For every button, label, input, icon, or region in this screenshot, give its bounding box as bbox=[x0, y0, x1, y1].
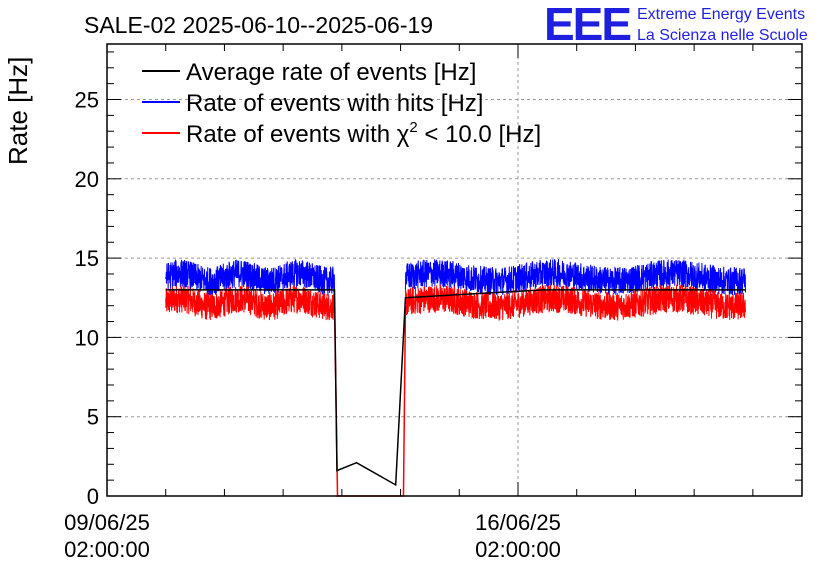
tick-labels: 051015202509/06/2502:00:0016/06/2502:00:… bbox=[64, 88, 561, 562]
eee-logo-mark: EEE bbox=[544, 0, 630, 50]
y-tick-label: 10 bbox=[75, 325, 99, 350]
chart-title: SALE-02 2025-06-10--2025-06-19 bbox=[84, 12, 433, 38]
grid-lines bbox=[107, 44, 802, 496]
y-tick-label: 0 bbox=[87, 484, 99, 509]
x-tick-label-time: 02:00:00 bbox=[475, 537, 561, 562]
y-tick-label: 15 bbox=[75, 246, 99, 271]
y-axis-label: Rate [Hz] bbox=[3, 57, 33, 165]
x-tick-label-date: 16/06/25 bbox=[475, 510, 561, 535]
legend-label-average: Average rate of events [Hz] bbox=[186, 59, 476, 86]
series-chi2-segment-1 bbox=[404, 284, 747, 321]
legend: Average rate of events [Hz] Rate of even… bbox=[142, 59, 541, 148]
axes bbox=[106, 43, 803, 497]
legend-label-chi2: Rate of events with χ2 < 10.0 [Hz] bbox=[186, 119, 541, 148]
series-layer bbox=[165, 259, 747, 497]
series-hits-segment-0 bbox=[165, 259, 336, 296]
series-chi2-segment-0 bbox=[165, 284, 336, 321]
plot-frame bbox=[106, 43, 803, 497]
series-average bbox=[165, 289, 746, 487]
x-tick-label-time: 02:00:00 bbox=[64, 537, 150, 562]
y-tick-label: 20 bbox=[75, 167, 99, 192]
y-tick-label: 25 bbox=[75, 88, 99, 113]
y-tick-label: 5 bbox=[87, 405, 99, 430]
eee-logo-line2: La Scienza nelle Scuole bbox=[637, 27, 808, 44]
legend-label-hits: Rate of events with hits [Hz] bbox=[186, 90, 483, 117]
eee-logo-line1: Extreme Energy Events bbox=[637, 6, 805, 23]
x-tick-label-date: 09/06/25 bbox=[64, 510, 150, 535]
series-hits-segment-1 bbox=[404, 259, 747, 297]
